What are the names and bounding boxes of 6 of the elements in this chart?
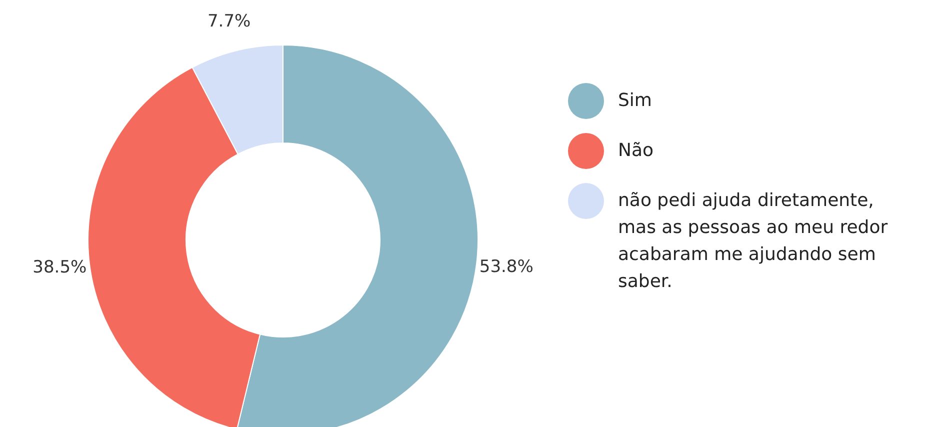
legend-label: Não [618,139,654,163]
data-label: 38.5% [32,258,87,278]
data-label: 7.7% [208,12,251,32]
data-label: 53.8% [479,256,534,277]
legend-label: Sim [618,89,652,113]
legend-label: não pedi ajuda diretamente, mas as pessoas ao meu redor acabaram me ajudando sem saber. [618,189,889,294]
